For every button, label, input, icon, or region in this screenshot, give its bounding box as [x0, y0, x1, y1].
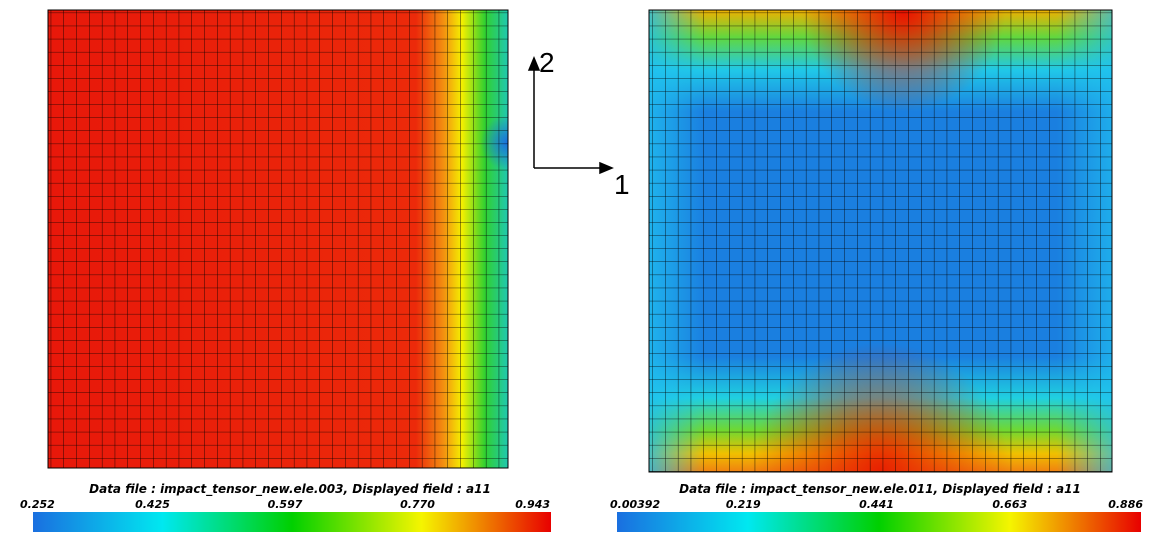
colorbar-label: 0.663 [992, 498, 1027, 511]
left-field [47, 9, 509, 469]
colorbar-label: 0.252 [20, 498, 55, 511]
colorbar-label: 0.441 [859, 498, 894, 511]
colorbar [33, 512, 551, 532]
caption: Data file : impact_tensor_new.ele.011, D… [679, 482, 1081, 497]
caption: Data file : impact_tensor_new.ele.003, D… [89, 482, 491, 497]
colorbar-label: 0.219 [726, 498, 761, 511]
colorbar-label: 0.886 [1108, 498, 1143, 511]
colorbar [617, 512, 1141, 532]
axis-label: 1 [614, 169, 630, 200]
colorbar-label: 0.00392 [610, 498, 660, 511]
colorbar-label: 0.425 [135, 498, 170, 511]
colorbar-label: 0.770 [400, 498, 435, 511]
axis-label: 2 [539, 47, 555, 78]
axes-arrows [527, 56, 614, 175]
right-field [648, 9, 1113, 473]
colorbar-label: 0.597 [268, 498, 303, 511]
colorbar-label: 0.943 [515, 498, 550, 511]
